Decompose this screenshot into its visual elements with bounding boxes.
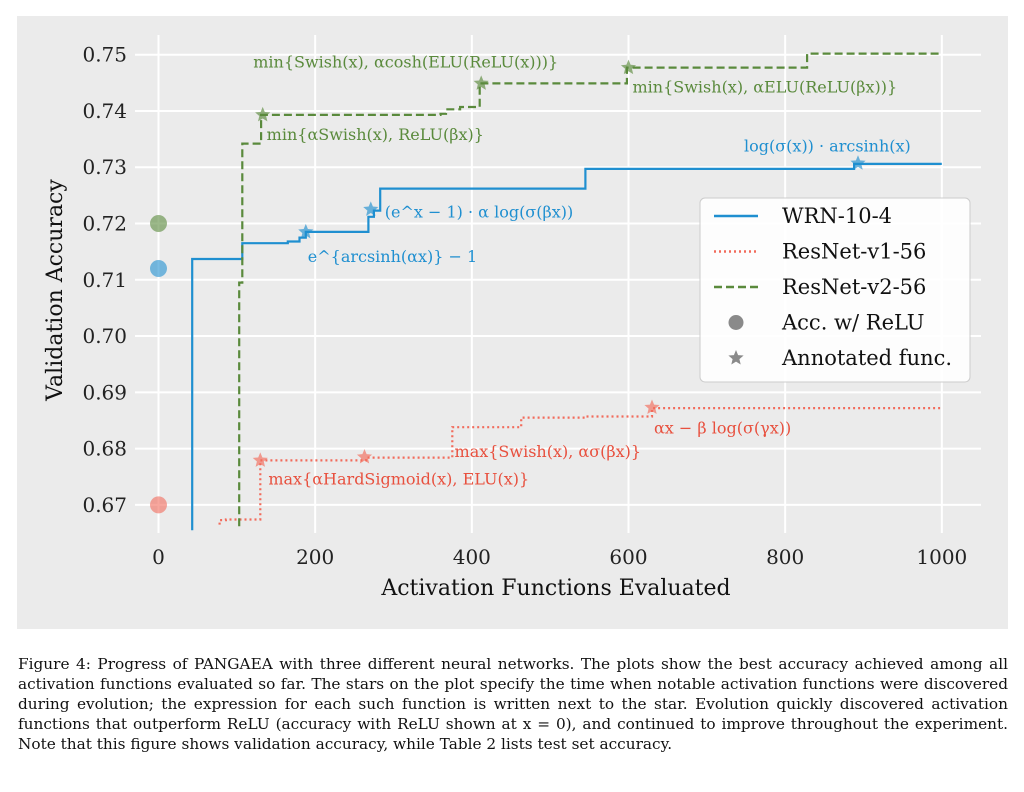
- grid: [135, 35, 981, 533]
- x-axis-label: Activation Functions Evaluated: [380, 576, 730, 601]
- annotated-star-marker: [473, 75, 489, 90]
- y-tick-label: 0.70: [82, 324, 127, 348]
- x-tick-label: 1000: [916, 545, 967, 569]
- x-tick-label: 200: [296, 545, 334, 569]
- annotation-label: max{αHardSigmoid(x), ELU(x)}: [268, 469, 529, 488]
- annotation-label: min{αSwish(x), ReLU(βx)}: [267, 125, 484, 144]
- series-line-resnet-v1-56: [218, 407, 942, 525]
- y-tick-label: 0.74: [82, 99, 127, 123]
- chart-svg: e^{arcsinh(αx)} − 1 (e^x − 1) · α log(σ(β…: [17, 16, 1008, 629]
- legend-swatch-dot: [728, 315, 744, 330]
- annotation-label: αx − β log(σ(γx)): [654, 419, 791, 438]
- legend-label: ResNet-v2-56: [782, 275, 926, 299]
- x-tick-label: 0: [152, 545, 165, 569]
- legend-label: ResNet-v1-56: [782, 240, 926, 264]
- x-tick-label: 600: [609, 545, 647, 569]
- annotated-star-marker: [255, 106, 271, 122]
- annotation-label: max{Swish(x), ασ(βx)}: [455, 442, 642, 461]
- y-tick-label: 0.72: [82, 212, 127, 236]
- figure-caption: Figure 4: Progress of PANGAEA with three…: [18, 655, 1008, 753]
- y-axis-label: Validation Accuracy: [43, 179, 68, 402]
- annotation-label: e^{arcsinh(αx)} − 1: [308, 247, 477, 266]
- relu-accuracy-dot: [150, 260, 167, 278]
- annotation-label: (e^x − 1) · α log(σ(βx)): [385, 202, 573, 221]
- figure-chart: e^{arcsinh(αx)} − 1 (e^x − 1) · α log(σ(β…: [17, 16, 1008, 629]
- legend-label: Acc. w/ ReLU: [781, 311, 925, 335]
- legend-label: Annotated func.: [781, 346, 952, 370]
- y-tick-label: 0.69: [82, 380, 127, 404]
- annotated-star-marker: [850, 155, 866, 170]
- y-tick-label: 0.73: [82, 155, 127, 179]
- y-tick-label: 0.75: [82, 43, 127, 67]
- annotation-label: min{Swish(x), αcosh(ELU(ReLU(x)))}: [253, 52, 558, 71]
- legend: WRN-10-4 ResNet-v1-56 ResNet-v2-56 Acc. w/ …: [699, 197, 971, 383]
- annotated-star-marker: [298, 223, 314, 239]
- legend-box: [699, 197, 971, 383]
- legend-swatch-star: [728, 350, 744, 365]
- annotated-star-marker: [356, 449, 373, 464]
- legend-label: WRN-10-4: [782, 204, 892, 228]
- relu-accuracy-dot: [150, 215, 167, 233]
- annotated-star-marker: [252, 452, 268, 467]
- marker-layer: [150, 59, 866, 514]
- annotation-layer: e^{arcsinh(αx)} − 1 (e^x − 1) · α log(σ(β…: [253, 52, 911, 488]
- y-tick-label: 0.68: [82, 437, 127, 461]
- tick-labels: 0 200 400 600 800 1000 0.67 0.68 0.69 0.70 0.71 0.7…: [82, 43, 967, 569]
- y-tick-label: 0.67: [82, 493, 127, 517]
- series-line-wrn-10-4: [191, 162, 942, 531]
- x-tick-label: 400: [453, 545, 491, 569]
- relu-accuracy-dot: [150, 496, 167, 514]
- annotation-label: min{Swish(x), αELU(ReLU(βx))}: [633, 78, 898, 97]
- annotated-star-marker: [644, 399, 660, 414]
- annotated-star-marker: [363, 201, 379, 216]
- annotation-label: log(σ(x)) · arcsinh(x): [744, 136, 911, 155]
- y-tick-label: 0.71: [82, 268, 127, 292]
- annotated-star-marker: [620, 59, 637, 75]
- x-tick-label: 800: [766, 545, 804, 569]
